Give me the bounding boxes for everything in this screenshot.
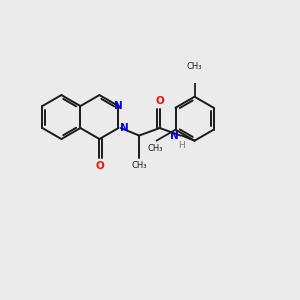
Text: N: N (120, 123, 129, 133)
Text: O: O (155, 95, 164, 106)
Text: H: H (178, 141, 185, 150)
Text: N: N (170, 130, 179, 140)
Text: CH₃: CH₃ (147, 145, 163, 154)
Text: O: O (95, 161, 104, 171)
Text: N: N (114, 101, 123, 111)
Text: CH₃: CH₃ (187, 62, 202, 71)
Text: CH₃: CH₃ (131, 161, 147, 170)
